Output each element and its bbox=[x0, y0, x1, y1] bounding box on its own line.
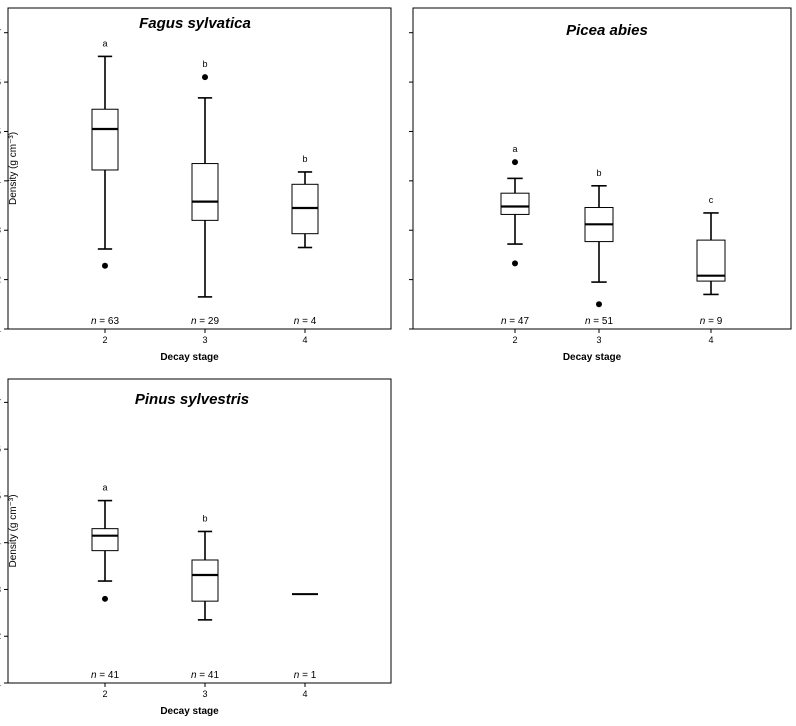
significance-letter: b bbox=[202, 59, 207, 69]
x-tick-label: 4 bbox=[302, 689, 307, 699]
sample-size-symbol: n bbox=[91, 316, 97, 327]
x-tick-label: 3 bbox=[202, 335, 207, 345]
significance-letter: a bbox=[102, 483, 107, 493]
sample-size-value: = 41 bbox=[197, 670, 220, 681]
sample-size-label: n = 41 bbox=[191, 670, 220, 681]
sample-size-value: = 4 bbox=[299, 316, 316, 327]
x-tick-label: 4 bbox=[708, 335, 713, 345]
x-tick-label: 3 bbox=[202, 689, 207, 699]
y-tick-label: .5 bbox=[0, 126, 1, 136]
y-tick-label: .5 bbox=[0, 491, 1, 501]
box-iqr bbox=[191, 559, 219, 602]
significance-letter: b bbox=[202, 513, 207, 523]
box-iqr bbox=[696, 239, 726, 282]
plot-frame bbox=[412, 7, 792, 330]
sample-size-value: = 9 bbox=[705, 316, 722, 327]
y-tick-label: .4 bbox=[0, 176, 1, 186]
significance-letter: b bbox=[302, 154, 307, 164]
y-axis-label: Density (g cm⁻³) bbox=[8, 132, 19, 205]
x-tick-label: 3 bbox=[596, 335, 601, 345]
x-axis-label: Decay stage bbox=[160, 706, 219, 717]
plot-frame bbox=[7, 7, 392, 330]
x-tick-label: 2 bbox=[102, 335, 107, 345]
sample-size-label: n = 51 bbox=[585, 316, 614, 327]
sample-size-label: n = 9 bbox=[700, 316, 723, 327]
x-tick-label: 2 bbox=[102, 689, 107, 699]
x-axis-label: Decay stage bbox=[160, 352, 219, 363]
sample-size-label: n = 41 bbox=[91, 670, 120, 681]
outlier-point bbox=[102, 595, 108, 602]
y-tick-label: .1 bbox=[0, 678, 1, 688]
outlier-point bbox=[512, 159, 518, 166]
outlier-point bbox=[102, 262, 108, 269]
sample-size-label: n = 1 bbox=[294, 670, 317, 681]
chart-title: Pinus sylvestris bbox=[135, 391, 249, 408]
y-tick-label: .3 bbox=[0, 225, 1, 235]
sample-size-symbol: n bbox=[294, 670, 300, 681]
sample-size-symbol: n bbox=[191, 670, 197, 681]
sample-size-label: n = 29 bbox=[191, 316, 220, 327]
panel-pinus-sylvestris: Pinus sylvestris .1 .2 .3 .4 .5 .6 .7 Density (g… bbox=[0, 378, 392, 717]
sample-size-value: = 29 bbox=[197, 316, 220, 327]
sample-size-value: = 47 bbox=[507, 316, 530, 327]
y-tick-label: .6 bbox=[0, 444, 1, 454]
significance-letter: b bbox=[596, 168, 601, 178]
sample-size-value: = 41 bbox=[97, 670, 120, 681]
sample-size-symbol: n bbox=[585, 316, 591, 327]
sample-size-label: n = 63 bbox=[91, 316, 120, 327]
y-tick-label: .2 bbox=[0, 631, 1, 641]
outlier-point bbox=[596, 301, 602, 308]
y-tick-label: .7 bbox=[0, 397, 1, 407]
y-tick-label: .6 bbox=[0, 77, 1, 87]
sample-size-symbol: n bbox=[294, 316, 300, 327]
panel-fagus-sylvatica: Fagus sylvatica .1 .2 .3 .4 .5 .6 .7 Density (g … bbox=[0, 7, 392, 363]
sample-size-value: = 51 bbox=[591, 316, 614, 327]
sample-size-label: n = 4 bbox=[294, 316, 317, 327]
outlier-point bbox=[512, 260, 518, 267]
chart-title: Fagus sylvatica bbox=[139, 15, 251, 32]
y-tick-label: .7 bbox=[0, 28, 1, 38]
box-iqr bbox=[91, 528, 119, 552]
box-iqr bbox=[500, 192, 530, 215]
panel-picea-abies: Picea abies 2 3 4 Decay stage a n = 47 b n = 51 c… bbox=[409, 7, 792, 363]
plot-frame bbox=[7, 378, 392, 684]
sample-size-symbol: n bbox=[700, 316, 706, 327]
sample-size-symbol: n bbox=[91, 670, 97, 681]
box-iqr bbox=[191, 163, 219, 221]
box-iqr bbox=[91, 108, 119, 171]
x-tick-label: 2 bbox=[512, 335, 517, 345]
significance-letter: a bbox=[512, 144, 517, 154]
chart-title: Picea abies bbox=[566, 22, 648, 39]
significance-letter: a bbox=[102, 38, 107, 48]
sample-size-label: n = 47 bbox=[501, 316, 530, 327]
outlier-point bbox=[202, 74, 208, 81]
significance-letter: c bbox=[709, 195, 714, 205]
sample-size-value: = 63 bbox=[97, 316, 120, 327]
y-tick-label: .2 bbox=[0, 275, 1, 285]
x-axis-label: Decay stage bbox=[563, 352, 622, 363]
sample-size-value: = 1 bbox=[299, 670, 316, 681]
sample-size-symbol: n bbox=[501, 316, 507, 327]
x-tick-label: 4 bbox=[302, 335, 307, 345]
y-tick-label: .4 bbox=[0, 538, 1, 548]
y-axis-label: Density (g cm⁻³) bbox=[8, 494, 19, 567]
sample-size-symbol: n bbox=[191, 316, 197, 327]
y-tick-label: .1 bbox=[0, 324, 1, 334]
y-tick-label: .3 bbox=[0, 584, 1, 594]
